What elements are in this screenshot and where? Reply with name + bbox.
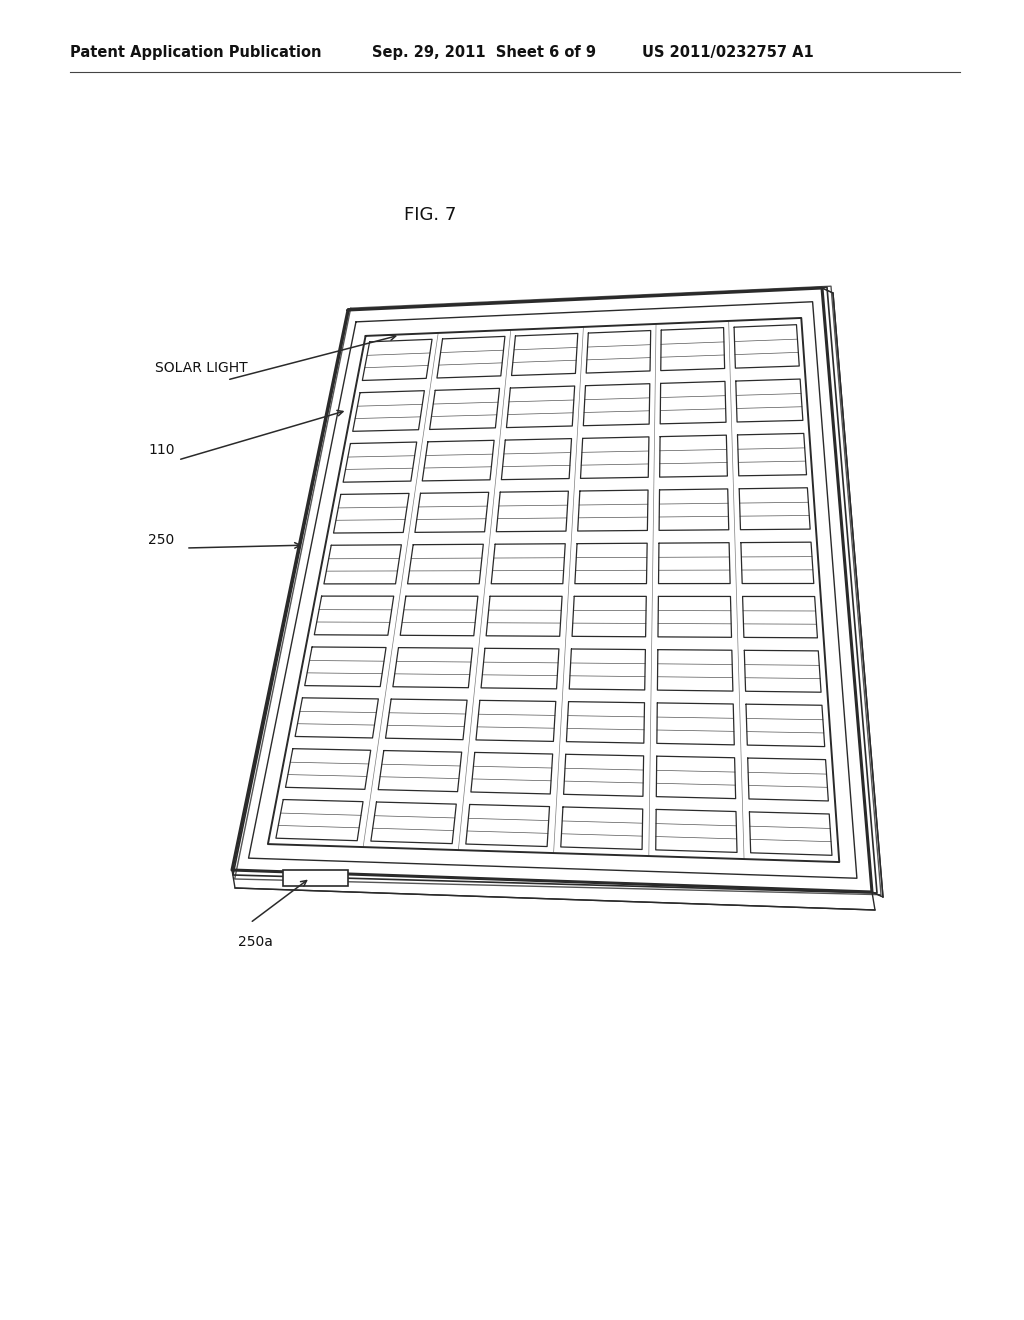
Text: US 2011/0232757 A1: US 2011/0232757 A1 — [642, 45, 814, 59]
Text: SOLAR LIGHT: SOLAR LIGHT — [155, 360, 248, 375]
Text: 250a: 250a — [238, 935, 272, 949]
Text: Sep. 29, 2011  Sheet 6 of 9: Sep. 29, 2011 Sheet 6 of 9 — [372, 45, 596, 59]
Text: FIG. 7: FIG. 7 — [403, 206, 456, 224]
Text: 250: 250 — [148, 533, 174, 546]
Text: Patent Application Publication: Patent Application Publication — [70, 45, 322, 59]
Bar — [283, 870, 348, 886]
Text: 110: 110 — [148, 444, 174, 457]
